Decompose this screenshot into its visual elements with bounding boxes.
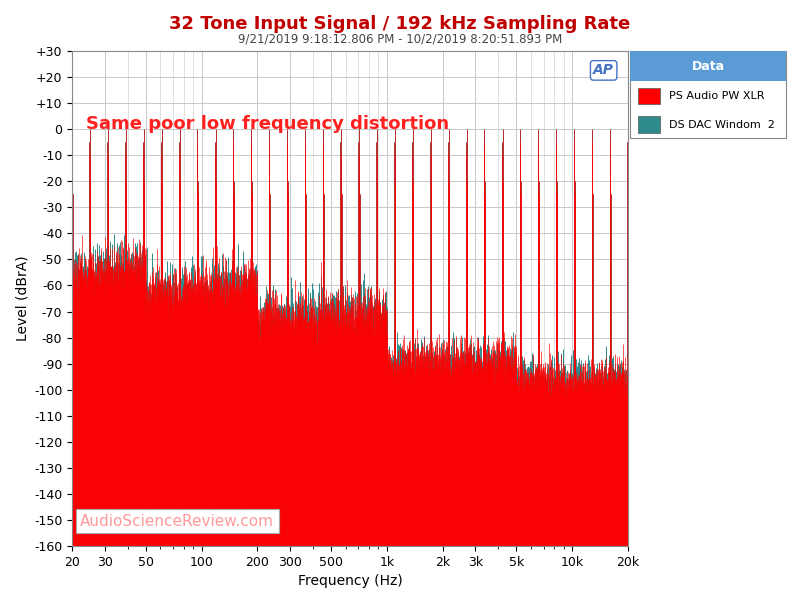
Text: DS DAC Windom  2: DS DAC Windom 2: [670, 119, 775, 130]
Bar: [630, 51, 786, 82]
Text: Same poor low frequency distortion: Same poor low frequency distortion: [86, 115, 449, 133]
Bar: [638, 116, 660, 133]
Text: AudioScienceReview.com: AudioScienceReview.com: [80, 514, 274, 529]
Text: 32 Tone Input Signal / 192 kHz Sampling Rate: 32 Tone Input Signal / 192 kHz Sampling …: [170, 15, 630, 33]
X-axis label: Frequency (Hz): Frequency (Hz): [298, 574, 402, 588]
Text: PS Audio PW XLR: PS Audio PW XLR: [670, 91, 765, 101]
Y-axis label: Level (dBrA): Level (dBrA): [16, 256, 30, 341]
Text: 9/21/2019 9:18:12.806 PM - 10/2/2019 8:20:51.893 PM: 9/21/2019 9:18:12.806 PM - 10/2/2019 8:2…: [238, 33, 562, 46]
Text: Data: Data: [692, 60, 725, 73]
Text: AP: AP: [594, 64, 614, 77]
Bar: [638, 88, 660, 104]
